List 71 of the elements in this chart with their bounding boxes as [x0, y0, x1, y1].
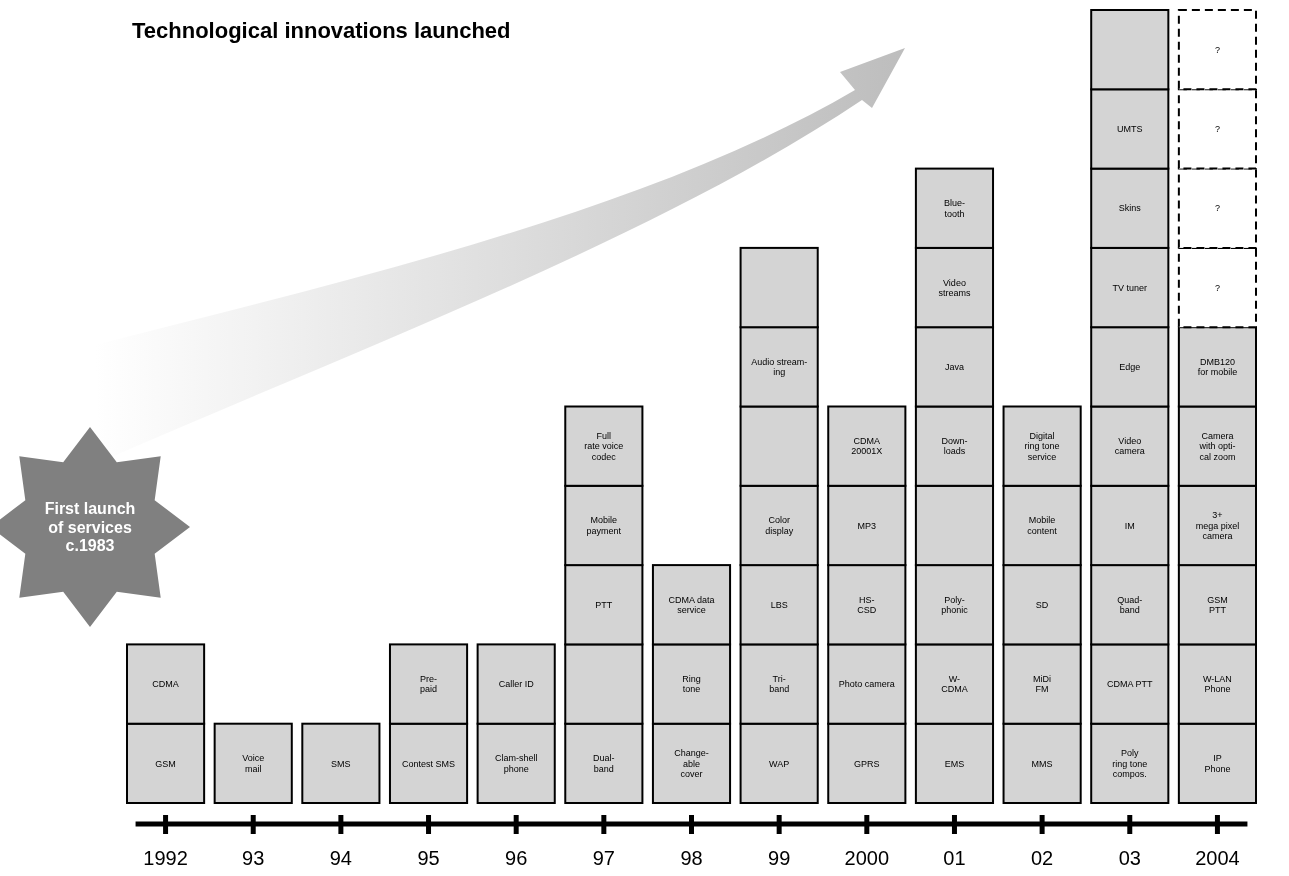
- series-label: Full rate voice codec: [584, 430, 624, 462]
- series-label: MMS: [1031, 758, 1053, 769]
- series-label: Ring tone: [682, 674, 701, 695]
- x-tick-label: 99: [768, 847, 791, 869]
- series-label: CDMA: [152, 679, 179, 690]
- series-label: Video camera: [1114, 436, 1145, 457]
- series-label: PTT: [595, 599, 613, 610]
- series-label: GSM PTT: [1207, 594, 1228, 616]
- x-tick-label: 2000: [844, 847, 890, 869]
- series-label: ?: [1214, 282, 1220, 293]
- series-label: Down- loads: [941, 436, 968, 457]
- series-label: GPRS: [854, 758, 880, 769]
- series-label: Dual- band: [593, 753, 615, 774]
- series-label: Digital ring tone service: [1024, 430, 1060, 462]
- series-label: Poly- phonic: [941, 594, 969, 616]
- series-label: 3+ mega pixel camera: [1195, 510, 1240, 541]
- series-label: Voice mail: [242, 753, 265, 774]
- x-tick-label: 02: [1031, 847, 1054, 869]
- series-label: ?: [1214, 203, 1220, 214]
- series-label: EMS: [944, 758, 965, 769]
- series-label: Audio stream- ing: [751, 356, 808, 378]
- series-label: SD: [1035, 599, 1049, 610]
- x-tick-label: 95: [417, 847, 440, 869]
- x-tick-label: 2004: [1195, 847, 1240, 869]
- series-label: CDMA data service: [668, 594, 715, 616]
- series-label: Mobile content: [1027, 515, 1058, 536]
- x-tick-label: 97: [592, 847, 615, 869]
- series-label: Color display: [765, 515, 794, 536]
- series-label: TV tuner: [1112, 282, 1148, 293]
- series-label: Tri- band: [769, 674, 790, 695]
- series-label: LBS: [770, 599, 788, 610]
- series-label: MiDi FM: [1033, 674, 1052, 695]
- series-label: Change- able cover: [674, 748, 709, 779]
- series-label: Clam-shell phone: [494, 753, 538, 774]
- series-label: MP3: [857, 520, 877, 531]
- series-label: Quad- band: [1117, 594, 1143, 616]
- series-label: Skins: [1118, 203, 1142, 214]
- x-tick-label: 98: [680, 847, 703, 869]
- series-label: SMS: [331, 758, 351, 769]
- series-label: Contest SMS: [402, 758, 456, 769]
- series-label: Photo camera: [838, 679, 895, 690]
- series-label: ?: [1214, 44, 1220, 55]
- x-tick-label: 1992: [143, 847, 188, 869]
- series-label: GSM: [155, 758, 176, 769]
- series-label: Java: [944, 362, 964, 372]
- series-label: W-LAN Phone: [1203, 674, 1232, 695]
- series-label: Poly ring tone compos.: [1112, 748, 1148, 779]
- series-label: Blue- tooth: [943, 198, 965, 219]
- x-tick-label: 01: [943, 847, 966, 869]
- series-label: IM: [1124, 520, 1135, 531]
- series-label: HS- CSD: [857, 594, 877, 616]
- series-label: Caller ID: [498, 679, 535, 690]
- series-label: UMTS: [1117, 124, 1143, 135]
- series-label: Pre- paid: [420, 674, 438, 695]
- x-tick-label: 93: [242, 847, 265, 869]
- series-label: Mobile payment: [586, 515, 622, 536]
- series-label: CDMA 20001X: [851, 436, 883, 457]
- x-tick-label: 96: [505, 847, 528, 869]
- series-label: W- CDMA: [941, 674, 968, 695]
- series-label: WAP: [769, 758, 790, 769]
- series-label: DMB120 for mobile: [1197, 356, 1238, 378]
- series-label: Edge: [1119, 362, 1141, 372]
- series-label: Camera with opti- cal zoom: [1198, 430, 1236, 462]
- series-label: IP Phone: [1204, 753, 1231, 774]
- series-label: Video streams: [938, 277, 971, 298]
- series-label: ?: [1214, 124, 1220, 135]
- x-tick-label: 94: [329, 847, 352, 869]
- x-tick-label: 03: [1118, 847, 1141, 869]
- series-label: CDMA PTT: [1107, 679, 1154, 690]
- annotation: First launch of services c.1983: [44, 500, 136, 554]
- chart-title: Technological innovations launched: [132, 18, 511, 43]
